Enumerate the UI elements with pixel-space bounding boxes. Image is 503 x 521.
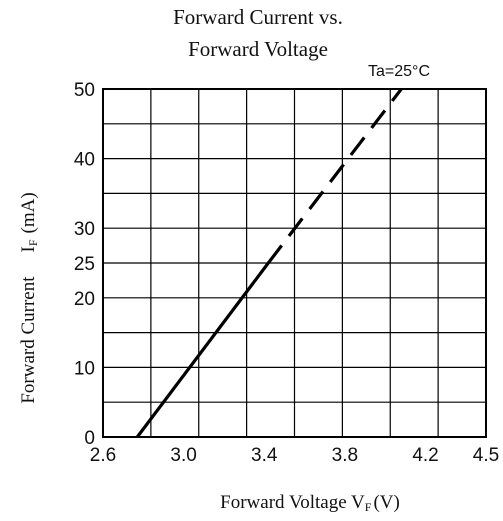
- tick-labels: 2.6 3.0 3.4 3.8 4.2 4.5 0 10 20 25 30 40 50: [74, 80, 499, 466]
- x-tick-label: 4.5: [473, 445, 499, 466]
- y-tick-label: 40: [74, 150, 95, 171]
- y-tick-label: 0: [84, 428, 95, 449]
- chart-title-line-2: Forward Voltage: [188, 37, 328, 61]
- y-axis-label-text: Forward Current: [18, 276, 39, 404]
- y-tick-label: 10: [74, 358, 95, 379]
- plot-area: [102, 88, 487, 438]
- y-tick-label: 20: [74, 289, 95, 310]
- y-tick-label: 50: [74, 80, 95, 101]
- x-tick-label: 3.0: [170, 445, 196, 466]
- y-tick-label: 30: [74, 219, 95, 240]
- x-axis-label-text: Forward Voltage V: [220, 492, 365, 513]
- x-tick-label: 3.4: [251, 445, 278, 466]
- x-tick-label: 2.6: [90, 445, 116, 466]
- series-line-solid: [135, 262, 270, 438]
- y-axis-label-symbol: I: [18, 246, 39, 252]
- x-axis-label-unit: (V): [373, 492, 399, 513]
- x-axis-label: Forward Voltage VF (V): [220, 492, 400, 514]
- y-tick-label: 25: [74, 254, 95, 275]
- y-axis-label: Forward Current IF (mA): [18, 192, 40, 403]
- chart-title-line-1: Forward Current vs.: [173, 5, 343, 29]
- x-axis-label-subscript: F: [365, 500, 372, 514]
- ambient-temperature-label: Ta=25°C: [368, 63, 430, 80]
- series-line-dashed: [267, 88, 403, 264]
- y-axis-label-unit: (mA): [18, 192, 39, 233]
- y-axis-label-group: Forward Current IF (mA): [18, 192, 40, 403]
- x-tick-label: 3.8: [332, 445, 358, 466]
- x-tick-label: 4.2: [412, 445, 438, 466]
- plot-frame: [102, 88, 487, 438]
- y-axis-label-subscript: F: [26, 239, 40, 246]
